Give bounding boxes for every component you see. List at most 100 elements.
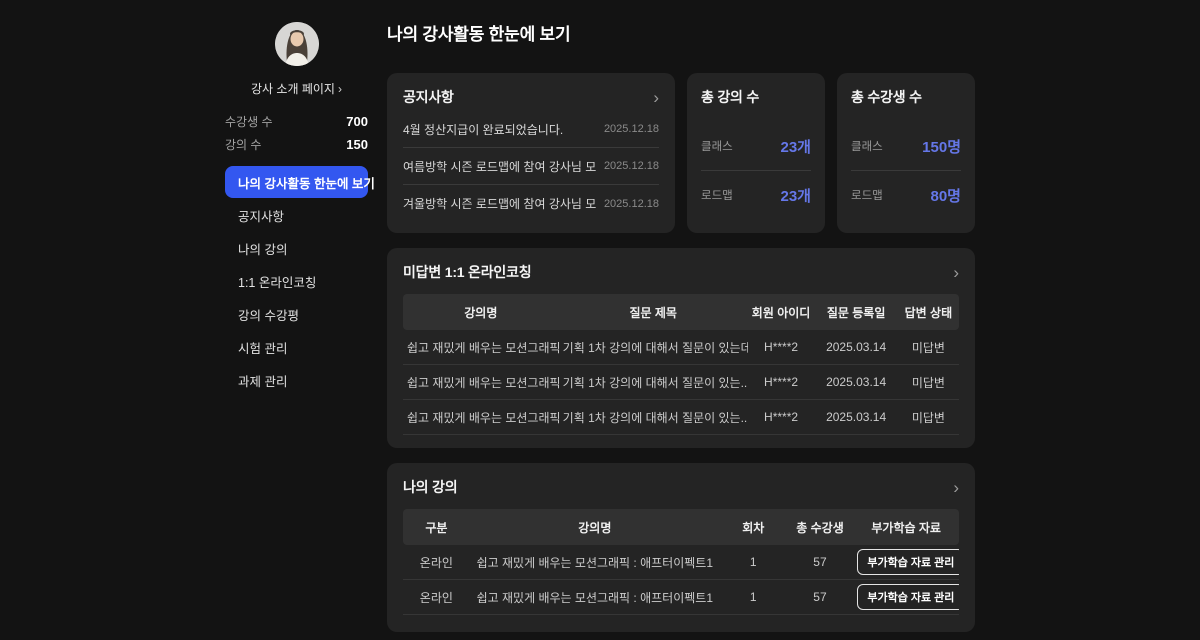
cell-date: 2025.03.14 — [826, 340, 887, 354]
cell-question: 기획 1차 강의에 대해서 질문이 있는데... — [562, 340, 748, 355]
sidebar-item-assignments[interactable]: 과제 관리 — [238, 374, 288, 389]
cell-status: 미답변 — [911, 375, 945, 390]
notice-text: 4월 정산지급이 완료되었습니다. — [403, 122, 564, 137]
instructor-intro-link[interactable]: 강사 소개 페이지 › — [225, 80, 368, 97]
my-courses-card-title: 나의 강의 — [403, 479, 458, 495]
total-courses-card: 총 강의 수 클래스 23개 로드맵 23개 — [687, 73, 825, 233]
cell-question: 기획 1차 강의에 대해서 질문이 있는... — [562, 375, 748, 390]
col-question: 질문 제목 — [629, 305, 677, 320]
cell-round: 1 — [749, 555, 757, 569]
cell-action: 부가학습 자료 관리 — [853, 584, 959, 610]
notice-date: 2025.12.18 — [603, 160, 659, 172]
cell-course: 쉽고 재밌게 배우는 모션그래픽 : 애프... — [407, 375, 559, 390]
coaching-row[interactable]: 쉽고 재밌게 배우는 모션그래픽 : 애프... 기획 1차 강의에 대해서 질… — [403, 400, 959, 435]
cell-member: H****2 — [764, 375, 799, 389]
summary-cards-row: 공지사항 › 4월 정산지급이 완료되었습니다. 2025.12.18 여름방학… — [387, 73, 975, 233]
notice-item[interactable]: 겨울방학 시즌 로드맵에 참여 강사님 모십니다. 2025.12.18 — [403, 185, 659, 222]
col-date: 질문 등록일 — [826, 305, 886, 320]
sidebar-item-my-courses[interactable]: 나의 강의 — [238, 242, 288, 257]
col-course: 강의명 — [578, 520, 612, 535]
cell-students: 57 — [813, 555, 827, 569]
cell-round: 1 — [749, 590, 757, 604]
col-round: 회차 — [742, 520, 765, 535]
sidebar-item-reviews[interactable]: 강의 수강평 — [238, 308, 299, 323]
col-course: 강의명 — [464, 305, 498, 320]
stat-students: 수강생 수 700 — [225, 110, 368, 133]
notice-item[interactable]: 여름방학 시즌 로드맵에 참여 강사님 모십니다. 2025.12.18 — [403, 148, 659, 185]
manage-materials-button[interactable]: 부가학습 자료 관리 — [857, 584, 959, 610]
total-students-title: 총 수강생 수 — [851, 89, 922, 105]
sidebar: 강사 소개 페이지 › 수강생 수 700 강의 수 150 나의 강사활동 한눈… — [225, 20, 375, 397]
instructor-intro-label: 강사 소개 페이지 — [251, 82, 335, 96]
manage-materials-button[interactable]: 부가학습 자료 관리 — [857, 549, 959, 575]
divider — [701, 170, 811, 171]
cell-course: 쉽고 재밌게 배우는 모션그래픽 : 애프터이펙트1 — [476, 555, 714, 570]
class-value: 150명 — [922, 138, 961, 156]
total-students-card: 총 수강생 수 클래스 150명 로드맵 80명 — [837, 73, 975, 233]
cell-question: 기획 1차 강의에 대해서 질문이 있는... — [562, 410, 748, 425]
cell-students: 57 — [813, 590, 827, 604]
total-courses-roadmap-row: 로드맵 23개 — [701, 180, 811, 210]
cell-course: 쉽고 재밌게 배우는 모션그래픽 : 애프... — [407, 410, 559, 425]
cell-action: 부가학습 자료 관리 — [853, 549, 959, 575]
coaching-row[interactable]: 쉽고 재밌게 배우는 모션그래픽 : 애프... 기획 1차 강의에 대해서 질… — [403, 330, 959, 365]
divider — [851, 170, 961, 171]
total-courses-title: 총 강의 수 — [701, 89, 760, 105]
notice-date: 2025.12.18 — [603, 123, 659, 135]
cell-course: 쉽고 재밌게 배우는 모션그래픽 : 애프터이펙트1 — [476, 590, 714, 605]
notice-text: 겨울방학 시즌 로드맵에 참여 강사님 모십니다. — [403, 197, 596, 211]
cell-date: 2025.03.14 — [826, 410, 887, 424]
page-title: 나의 강사활동 한눈에 보기 — [387, 25, 571, 44]
course-row: 온라인 쉽고 재밌게 배우는 모션그래픽 : 애프터이펙트1 1 57 부가학습… — [403, 545, 959, 580]
avatar-wrap — [225, 22, 368, 66]
sidebar-item-exams[interactable]: 시험 관리 — [238, 341, 288, 356]
coaching-card: 미답변 1:1 온라인코칭 › 강의명 질문 제목 회원 아이디 질문 등록일 … — [387, 248, 975, 448]
stat-students-label: 수강생 수 — [225, 115, 273, 129]
coaching-chevron-icon[interactable]: › — [953, 262, 959, 282]
coaching-card-title: 미답변 1:1 온라인코칭 — [403, 264, 532, 280]
main-content: 나의 강사활동 한눈에 보기 공지사항 › 4월 정산지급이 완료되었습니다. … — [387, 20, 975, 632]
coaching-table-header: 강의명 질문 제목 회원 아이디 질문 등록일 답변 상태 — [403, 294, 959, 330]
col-status: 답변 상태 — [904, 305, 953, 320]
total-courses-class-row: 클래스 23개 — [701, 131, 811, 161]
sidebar-item-overview[interactable]: 나의 강사활동 한눈에 보기 — [225, 166, 375, 198]
courses-table-header: 구분 강의명 회차 총 수강생 부가학습 자료 — [403, 509, 959, 545]
col-type: 구분 — [425, 520, 448, 535]
col-students: 총 수강생 — [796, 520, 844, 535]
cell-course: 쉽고 재밌게 배우는 모션그래픽 : 애프... — [407, 340, 559, 355]
course-row: 온라인 쉽고 재밌게 배우는 모션그래픽 : 애프터이펙트1 1 57 부가학습… — [403, 580, 959, 615]
notice-item[interactable]: 4월 정산지급이 완료되었습니다. 2025.12.18 — [403, 111, 659, 148]
notice-chevron-icon[interactable]: › — [653, 87, 659, 107]
class-label: 클래스 — [851, 141, 883, 153]
coaching-row[interactable]: 쉽고 재밌게 배우는 모션그래픽 : 애프... 기획 1차 강의에 대해서 질… — [403, 365, 959, 400]
cell-type: 온라인 — [419, 590, 453, 605]
total-students-class-row: 클래스 150명 — [851, 131, 961, 161]
roadmap-label: 로드맵 — [701, 190, 733, 202]
my-courses-chevron-icon[interactable]: › — [953, 477, 959, 497]
stat-courses-value: 150 — [346, 137, 368, 152]
stat-students-value: 700 — [346, 114, 368, 129]
col-materials: 부가학습 자료 — [871, 520, 941, 535]
roadmap-label: 로드맵 — [851, 190, 883, 202]
my-courses-card: 나의 강의 › 구분 강의명 회차 총 수강생 부가학습 자료 온라인 쉽고 재… — [387, 463, 975, 632]
avatar — [274, 22, 319, 66]
class-value: 23개 — [780, 138, 812, 156]
person-photo-icon — [274, 22, 319, 66]
notice-list: 4월 정산지급이 완료되었습니다. 2025.12.18 여름방학 시즌 로드맵… — [403, 111, 659, 222]
roadmap-value: 23개 — [780, 187, 812, 205]
col-member: 회원 아이디 — [751, 305, 811, 320]
notice-card: 공지사항 › 4월 정산지급이 완료되었습니다. 2025.12.18 여름방학… — [387, 73, 675, 233]
notice-text: 여름방학 시즌 로드맵에 참여 강사님 모십니다. — [403, 159, 596, 174]
cell-status: 미답변 — [911, 410, 945, 425]
cell-date: 2025.03.14 — [826, 375, 887, 389]
sidebar-item-online-coaching[interactable]: 1:1 온라인코칭 — [238, 275, 317, 290]
notice-card-title: 공지사항 — [403, 89, 454, 105]
cell-member: H****2 — [764, 410, 799, 424]
class-label: 클래스 — [701, 141, 733, 153]
sidebar-menu: 나의 강사활동 한눈에 보기 공지사항 나의 강의 1:1 온라인코칭 강의 수… — [225, 166, 375, 396]
stat-courses-label: 강의 수 — [225, 138, 262, 152]
cell-member: H****2 — [764, 340, 799, 354]
total-students-roadmap-row: 로드맵 80명 — [851, 180, 961, 210]
cell-status: 미답변 — [911, 340, 945, 355]
sidebar-item-notices[interactable]: 공지사항 — [238, 209, 285, 224]
